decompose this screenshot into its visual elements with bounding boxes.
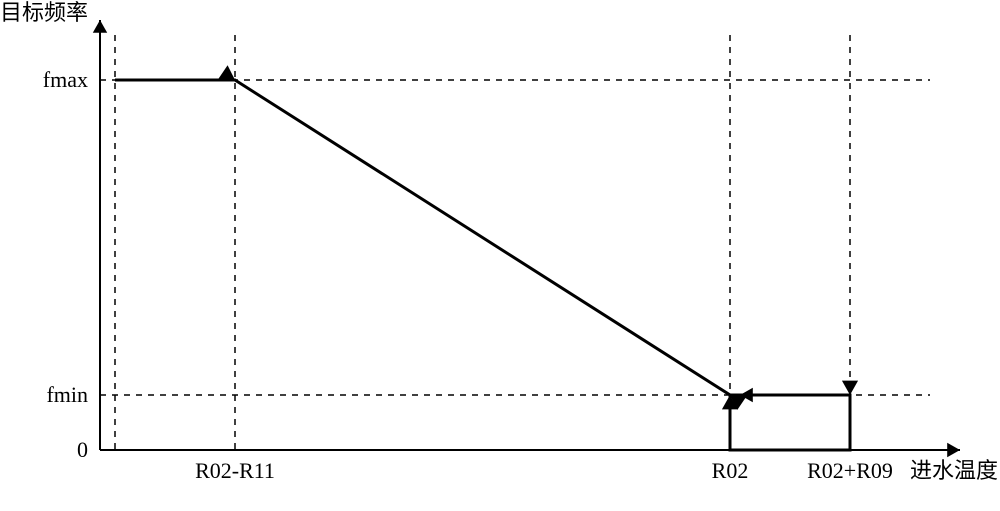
x-axis-label: 进水温度 bbox=[910, 458, 998, 483]
y-tick-labels: 0 fmin fmax bbox=[43, 67, 88, 462]
y-tick-label: fmax bbox=[43, 67, 88, 92]
axes bbox=[93, 20, 960, 457]
y-tick-label: 0 bbox=[77, 437, 88, 462]
x-tick-labels: R02-R11 R02 R02+R09 bbox=[195, 458, 893, 483]
x-tick-label: R02+R09 bbox=[807, 458, 893, 483]
x-tick-label: R02-R11 bbox=[195, 458, 275, 483]
dashed-guides bbox=[100, 35, 930, 450]
y-axis-label: 目标频率 bbox=[0, 0, 88, 25]
frequency-vs-temperature-chart: 目标频率 进水温度 0 fmin fmax R02-R11 R02 R02+R09 bbox=[0, 0, 1000, 511]
x-tick-label: R02 bbox=[712, 458, 749, 483]
y-tick-label: fmin bbox=[46, 382, 88, 407]
series-arrows bbox=[219, 65, 859, 410]
